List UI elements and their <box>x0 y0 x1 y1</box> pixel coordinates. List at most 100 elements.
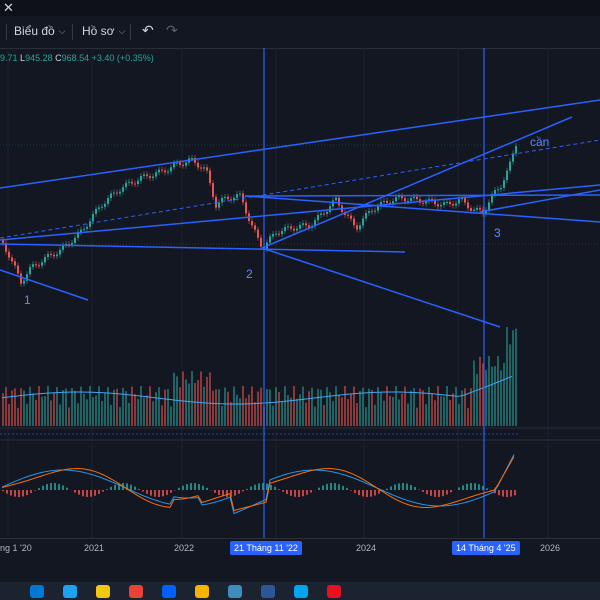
volume-bar <box>404 386 406 426</box>
close-icon[interactable]: ✕ <box>3 0 14 15</box>
volume-bar <box>497 356 499 426</box>
app-icon-2[interactable] <box>261 585 275 598</box>
volume-bar <box>44 396 46 426</box>
edge-icon[interactable] <box>63 585 77 598</box>
volume-bar <box>203 386 205 426</box>
volume-bar <box>152 401 154 426</box>
app-icon-3[interactable] <box>294 585 308 598</box>
candle-body <box>53 254 55 257</box>
chart-menu-button[interactable]: Biểu đồ ⌵ <box>14 24 66 38</box>
start-icon[interactable] <box>30 585 44 598</box>
candle-body <box>461 197 463 200</box>
explorer-icon[interactable] <box>96 585 110 598</box>
volume-bar <box>272 405 274 426</box>
volume-bar <box>197 379 199 426</box>
macd-histogram-bar <box>506 490 508 497</box>
macd-histogram-bar <box>102 490 104 492</box>
candle-body <box>443 202 445 205</box>
macd-histogram-bar <box>110 486 112 490</box>
candle-body <box>134 183 136 185</box>
candle-body <box>296 228 298 231</box>
macd-histogram-bar <box>310 490 312 493</box>
candle-body <box>95 208 97 214</box>
volume-bar <box>212 390 214 426</box>
volume-bar <box>95 395 97 426</box>
candle-body <box>464 197 466 203</box>
candle-body <box>302 223 304 225</box>
volume-bar <box>320 389 322 426</box>
macd-histogram-bar <box>26 490 28 496</box>
volume-bar <box>236 394 238 426</box>
candle-body <box>194 157 196 163</box>
macd-histogram-bar <box>438 490 440 497</box>
macd-histogram-bar <box>58 483 60 490</box>
candle-body <box>314 220 316 227</box>
candle-body <box>185 162 187 166</box>
candle-body <box>467 202 469 209</box>
candle-body <box>191 157 193 159</box>
macd-histogram-bar <box>462 485 464 490</box>
volume-bar <box>422 390 424 426</box>
candle-body <box>41 262 43 266</box>
volume-bar <box>278 392 280 426</box>
volume-bar <box>476 373 478 426</box>
volume-bar <box>185 379 187 426</box>
time-axis[interactable]: ng 1 '20 2021 2022 2024 2026 21 Tháng 11… <box>0 538 600 557</box>
toolbar-separator <box>130 24 131 40</box>
candle-body <box>14 261 16 266</box>
volume-bar <box>107 387 109 426</box>
candle-body <box>80 229 82 233</box>
volume-bar <box>134 394 136 426</box>
macd-histogram-bar <box>514 490 516 496</box>
volume-bar <box>371 389 373 426</box>
volume-bar <box>158 387 160 426</box>
macd-histogram-bar <box>406 483 408 490</box>
folder-icon[interactable] <box>195 585 209 598</box>
candle-body <box>227 196 229 200</box>
candle-body <box>113 192 115 194</box>
volume-bar <box>359 391 361 426</box>
candle-body <box>350 215 352 219</box>
tick-label: ng 1 '20 <box>0 543 32 553</box>
candle-body <box>377 206 379 211</box>
volume-bar <box>161 405 163 426</box>
profile-menu-button[interactable]: Hồ sơ ⌵ <box>82 24 125 38</box>
volume-bar <box>98 386 100 426</box>
volume-bar <box>281 401 283 426</box>
candle-body <box>488 202 490 210</box>
macd-histogram-bar <box>166 490 168 495</box>
macd-histogram-bar <box>154 490 156 497</box>
undo-button[interactable]: ↶ <box>142 22 154 39</box>
volume-bar <box>290 397 292 426</box>
volume-bar <box>89 386 91 426</box>
candle-body <box>146 174 148 177</box>
candle-body <box>368 211 370 214</box>
candle-body <box>47 253 49 257</box>
macd-histogram-bar <box>510 490 512 497</box>
candle-body <box>116 192 118 194</box>
volume-bar <box>488 356 490 426</box>
chrome-icon[interactable] <box>129 585 143 598</box>
candle-body <box>26 274 28 281</box>
macd-histogram-bar <box>258 483 260 490</box>
macd-histogram-bar <box>298 490 300 497</box>
volume-bar <box>182 371 184 426</box>
redo-button[interactable]: ↷ <box>166 22 178 39</box>
dropbox-icon[interactable] <box>162 585 176 598</box>
price-chart[interactable]: 1 2 3 cần <box>0 48 600 556</box>
macd-histogram-bar <box>38 488 40 490</box>
volume-bar <box>377 387 379 426</box>
candle-body <box>164 170 166 173</box>
candle-body <box>86 226 88 229</box>
macd-histogram-bar <box>394 484 396 490</box>
app-icon-4[interactable] <box>327 585 341 598</box>
candle-body <box>212 183 214 197</box>
candle-body <box>272 234 274 237</box>
volume-bar <box>104 392 106 426</box>
candle-body <box>224 196 226 198</box>
candle-body <box>143 174 145 176</box>
signal-line <box>1 456 515 512</box>
app-icon[interactable] <box>228 585 242 598</box>
macd-histogram-bar <box>254 484 256 490</box>
crosshair-date-badge: 21 Tháng 11 '22 <box>230 541 302 555</box>
